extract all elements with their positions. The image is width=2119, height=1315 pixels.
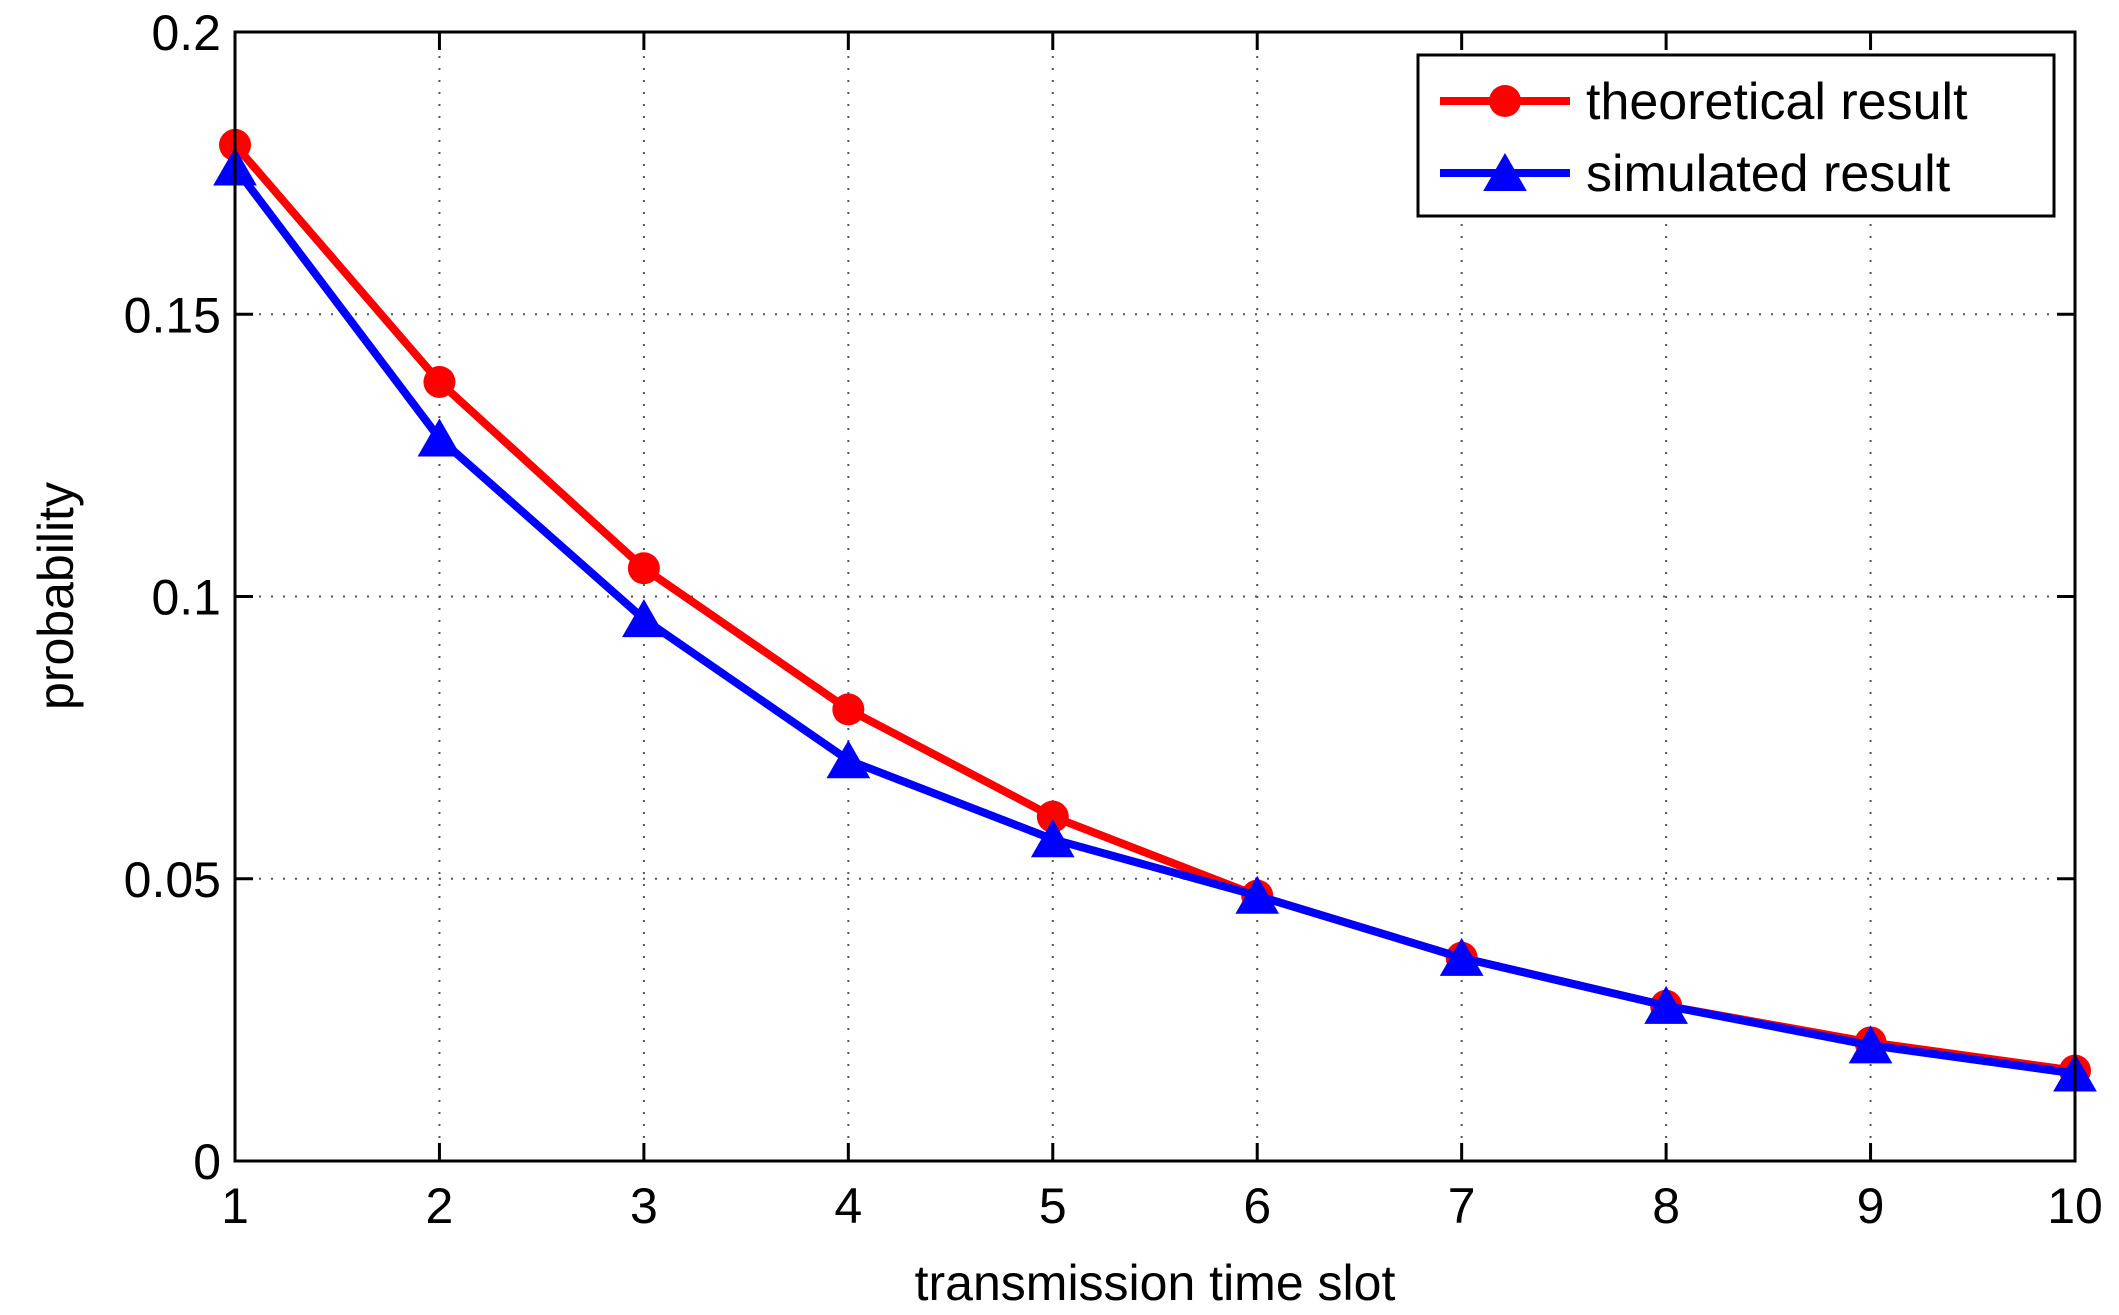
y-tick-label: 0.1 <box>151 570 221 626</box>
legend-marker-triangle <box>1483 153 1527 192</box>
data-point-triangle <box>1848 1025 1893 1064</box>
x-tick-label: 4 <box>834 1178 862 1234</box>
x-axis-title: transmission time slot <box>915 1255 1396 1311</box>
legend-label: theoretical result <box>1586 73 1968 131</box>
data-point-triangle <box>1030 819 1075 858</box>
y-tick-label: 0.15 <box>124 287 221 343</box>
tick-labels: 1 2 3 4 5 6 7 8 9 10 0 0.05 0.1 0.15 0.2 <box>124 5 2103 1234</box>
data-point-circle <box>627 552 660 585</box>
x-tick-label: 9 <box>1857 1178 1885 1234</box>
data-point-circle <box>832 693 865 726</box>
data-point-triangle <box>417 418 462 457</box>
series-layer <box>213 128 2097 1092</box>
data-point-circle <box>423 365 456 398</box>
y-tick-label: 0 <box>193 1134 221 1190</box>
legend: theoretical result simulated result <box>1416 53 2056 218</box>
data-point-triangle <box>1644 985 1688 1024</box>
x-tick-label: 1 <box>221 1178 249 1234</box>
data-point-triangle <box>622 599 666 638</box>
plot-frame <box>233 30 2077 1163</box>
legend-label: simulated result <box>1586 145 1951 203</box>
x-tick-label: 5 <box>1039 1178 1067 1234</box>
y-tick-label: 0.2 <box>151 5 221 61</box>
x-tick-label: 10 <box>2047 1178 2103 1234</box>
data-point-circle <box>1036 800 1069 833</box>
data-point-triangle <box>1235 875 1280 914</box>
legend-marker-circle <box>1489 85 1521 117</box>
x-tick-label: 7 <box>1448 1178 1476 1234</box>
x-tick-label: 2 <box>426 1178 454 1234</box>
y-axis-title: probability <box>28 482 84 710</box>
data-point-triangle <box>1439 937 1484 976</box>
series-triangle <box>213 147 2097 1092</box>
y-tick-label: 0.05 <box>124 852 221 908</box>
series-line <box>231 165 2076 1078</box>
data-point-triangle <box>826 740 871 779</box>
x-tick-label: 3 <box>630 1178 658 1234</box>
x-tick-label: 6 <box>1243 1178 1271 1234</box>
grid-lines <box>235 32 2075 1161</box>
x-tick-label: 8 <box>1652 1178 1680 1234</box>
plot-area <box>235 32 2075 1161</box>
